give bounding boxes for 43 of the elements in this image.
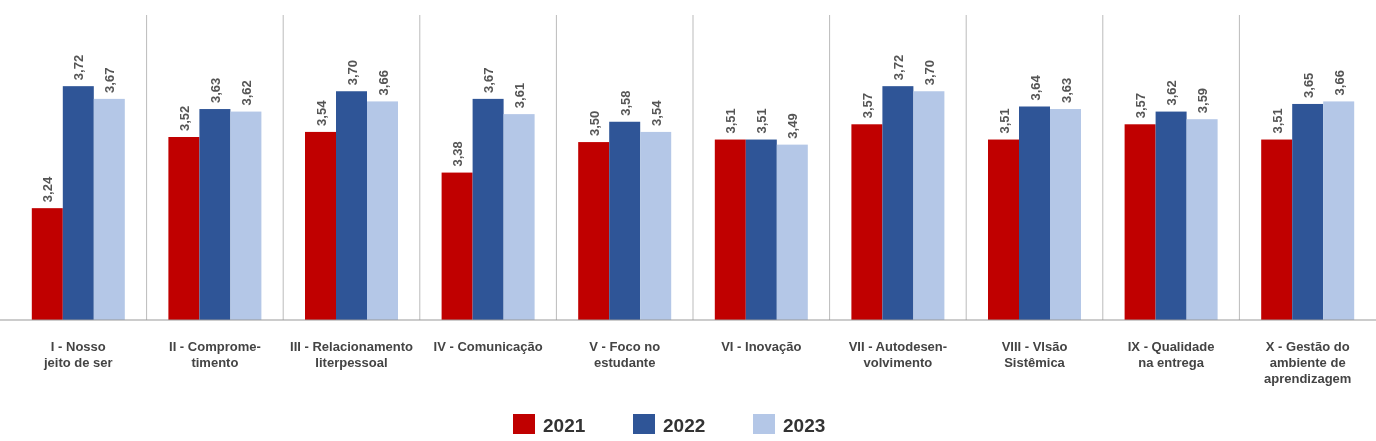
x-tick-label: V - Foco no estudante — [589, 339, 661, 370]
data-label: 3,72 — [890, 54, 906, 81]
x-tick-label: IX - Qualidade na entrega — [1127, 339, 1215, 370]
legend-label: 2023 — [783, 415, 826, 436]
data-label: 3,66 — [375, 70, 391, 96]
data-label: 3,50 — [586, 110, 602, 137]
data-label: 3,67 — [481, 67, 497, 93]
data-label: 3,57 — [859, 92, 875, 119]
data-label: 3,58 — [617, 90, 633, 116]
data-label: 3,70 — [921, 59, 937, 86]
data-label: 3,51 — [1269, 108, 1285, 134]
data-label: 3,72 — [71, 54, 87, 81]
x-tick-label: VII - Autodesen- volvimento — [848, 339, 948, 370]
data-label: 3,51 — [754, 108, 770, 134]
data-label: 3,61 — [512, 82, 528, 109]
x-tick-label: VIII - VIsão Sistêmica — [1001, 339, 1068, 370]
data-label: 3,65 — [1300, 72, 1316, 98]
x-tick-label: VI - Inovação — [721, 339, 802, 354]
data-label: 3,49 — [785, 113, 801, 139]
x-tick-label: IV - Comunicação — [433, 339, 543, 354]
x-tick-label: X - Gestão do ambiente de aprendizagem — [1263, 339, 1352, 386]
data-label: 3,62 — [1164, 80, 1180, 106]
x-tick-label: III - Relacionamento Iiterpessoal — [290, 339, 413, 370]
data-label: 3,59 — [1195, 87, 1211, 114]
data-label: 3,63 — [207, 77, 223, 104]
data-label: 3,70 — [344, 59, 360, 86]
data-label: 3,67 — [102, 67, 118, 93]
x-tick-label: I - Nosso jeito de ser — [42, 339, 113, 370]
data-label: 3,24 — [40, 176, 56, 203]
data-label: 3,66 — [1331, 70, 1347, 96]
data-label: 3,38 — [450, 141, 466, 167]
x-tick-label: II - Comprome- timento — [169, 339, 261, 370]
legend-label: 2021 — [543, 415, 586, 436]
data-label: 3,63 — [1058, 77, 1074, 104]
data-label: 3,52 — [176, 105, 192, 131]
data-label: 3,57 — [1133, 92, 1149, 119]
data-label: 3,51 — [996, 108, 1012, 134]
data-label: 3,51 — [723, 108, 739, 134]
data-label: 3,54 — [313, 99, 329, 126]
data-label: 3,62 — [238, 80, 254, 106]
legend-label: 2022 — [663, 415, 706, 436]
data-label: 3,54 — [648, 99, 664, 126]
data-label: 3,64 — [1027, 74, 1043, 101]
